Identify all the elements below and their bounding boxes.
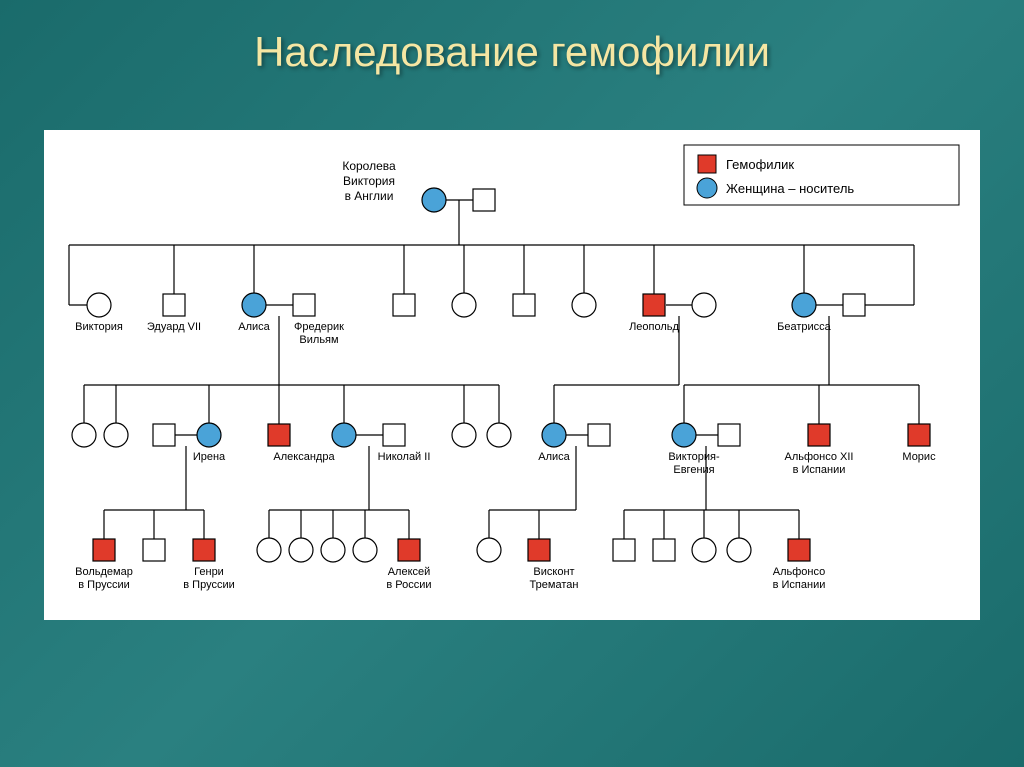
slide-title: Наследование гемофилии: [0, 0, 1024, 76]
label: в Испании: [773, 579, 826, 591]
label: Альфонсо XII: [785, 451, 854, 463]
label: Беатрисса: [777, 321, 832, 333]
node-g4_sq3: [613, 539, 635, 561]
node-alice2_c: [542, 423, 566, 447]
node-g4_sq4: [653, 539, 675, 561]
label: Алиса: [238, 321, 270, 333]
label: Альфонсо: [773, 566, 825, 578]
node-u_sq2: [513, 294, 535, 316]
node-g4_c1: [257, 538, 281, 562]
label: Фредерик: [294, 321, 344, 333]
label: в Испании: [793, 464, 846, 476]
node-moris: [908, 424, 930, 446]
node-g3_c3: [452, 423, 476, 447]
node-qv_h: [473, 189, 495, 211]
label: Александра: [273, 451, 335, 463]
label: Эдуард VII: [147, 321, 201, 333]
node-vold: [93, 539, 115, 561]
label: Висконт: [533, 566, 574, 578]
node-qv: [422, 188, 446, 212]
legend-hemophiliac-icon: [698, 155, 716, 173]
slide: Наследование гемофилии КоролеваВикторияв…: [0, 0, 1024, 767]
node-g4_c5: [477, 538, 501, 562]
label: Алексей: [388, 566, 431, 578]
node-g3_c2: [104, 423, 128, 447]
node-u_sq1: [393, 294, 415, 316]
label: Леопольд: [629, 321, 679, 333]
label: Виктория: [343, 174, 395, 188]
node-henry: [193, 539, 215, 561]
legend-carrier-icon: [697, 178, 717, 198]
label: Морис: [902, 451, 936, 463]
label: Николай II: [378, 451, 431, 463]
node-ire_h: [153, 424, 175, 446]
node-g3_c4: [487, 423, 511, 447]
label: Виктория-: [668, 451, 720, 463]
node-ve_h: [718, 424, 740, 446]
node-leo_sq: [643, 294, 665, 316]
label: Генри: [194, 566, 224, 578]
node-bea_h: [843, 294, 865, 316]
label: Королева: [342, 159, 396, 173]
node-fred2: [268, 424, 290, 446]
node-g4_c4: [353, 538, 377, 562]
node-alice_c: [242, 293, 266, 317]
node-g4_sq1: [143, 539, 165, 561]
label: Вольдемар: [75, 566, 133, 578]
label: Виктория: [75, 321, 123, 333]
node-leo_w: [692, 293, 716, 317]
node-nic: [383, 424, 405, 446]
node-u_c2: [572, 293, 596, 317]
node-u_c1: [452, 293, 476, 317]
node-bea_c: [792, 293, 816, 317]
node-fred_sq: [293, 294, 315, 316]
label: Ирена: [193, 451, 226, 463]
node-vic2: [87, 293, 111, 317]
pedigree-canvas: КоролеваВикторияв АнглииВикторияЭдуард V…: [44, 130, 980, 620]
label: Вильям: [299, 334, 338, 346]
node-alice2_h: [588, 424, 610, 446]
label: в Пруссии: [78, 579, 129, 591]
label: в Англии: [345, 189, 394, 203]
label: Алиса: [538, 451, 570, 463]
legend-hemophiliac-label: Гемофилик: [726, 157, 794, 172]
node-edw_sq: [163, 294, 185, 316]
node-alex: [332, 423, 356, 447]
node-alexei: [398, 539, 420, 561]
node-g4_c3: [321, 538, 345, 562]
pedigree-svg: КоролеваВикторияв АнглииВикторияЭдуард V…: [44, 130, 980, 620]
legend-carrier-label: Женщина – носитель: [726, 181, 854, 196]
node-alf12: [808, 424, 830, 446]
node-g4_c6: [692, 538, 716, 562]
node-g3_c1: [72, 423, 96, 447]
label: в Пруссии: [183, 579, 234, 591]
node-ire: [197, 423, 221, 447]
legend-box: [684, 145, 959, 205]
node-alf_sp: [788, 539, 810, 561]
node-g4_c2: [289, 538, 313, 562]
label: Евгения: [673, 464, 714, 476]
node-ve: [672, 423, 696, 447]
label: Трематан: [530, 579, 579, 591]
label: в России: [386, 579, 431, 591]
node-g4_c7: [727, 538, 751, 562]
node-visc: [528, 539, 550, 561]
